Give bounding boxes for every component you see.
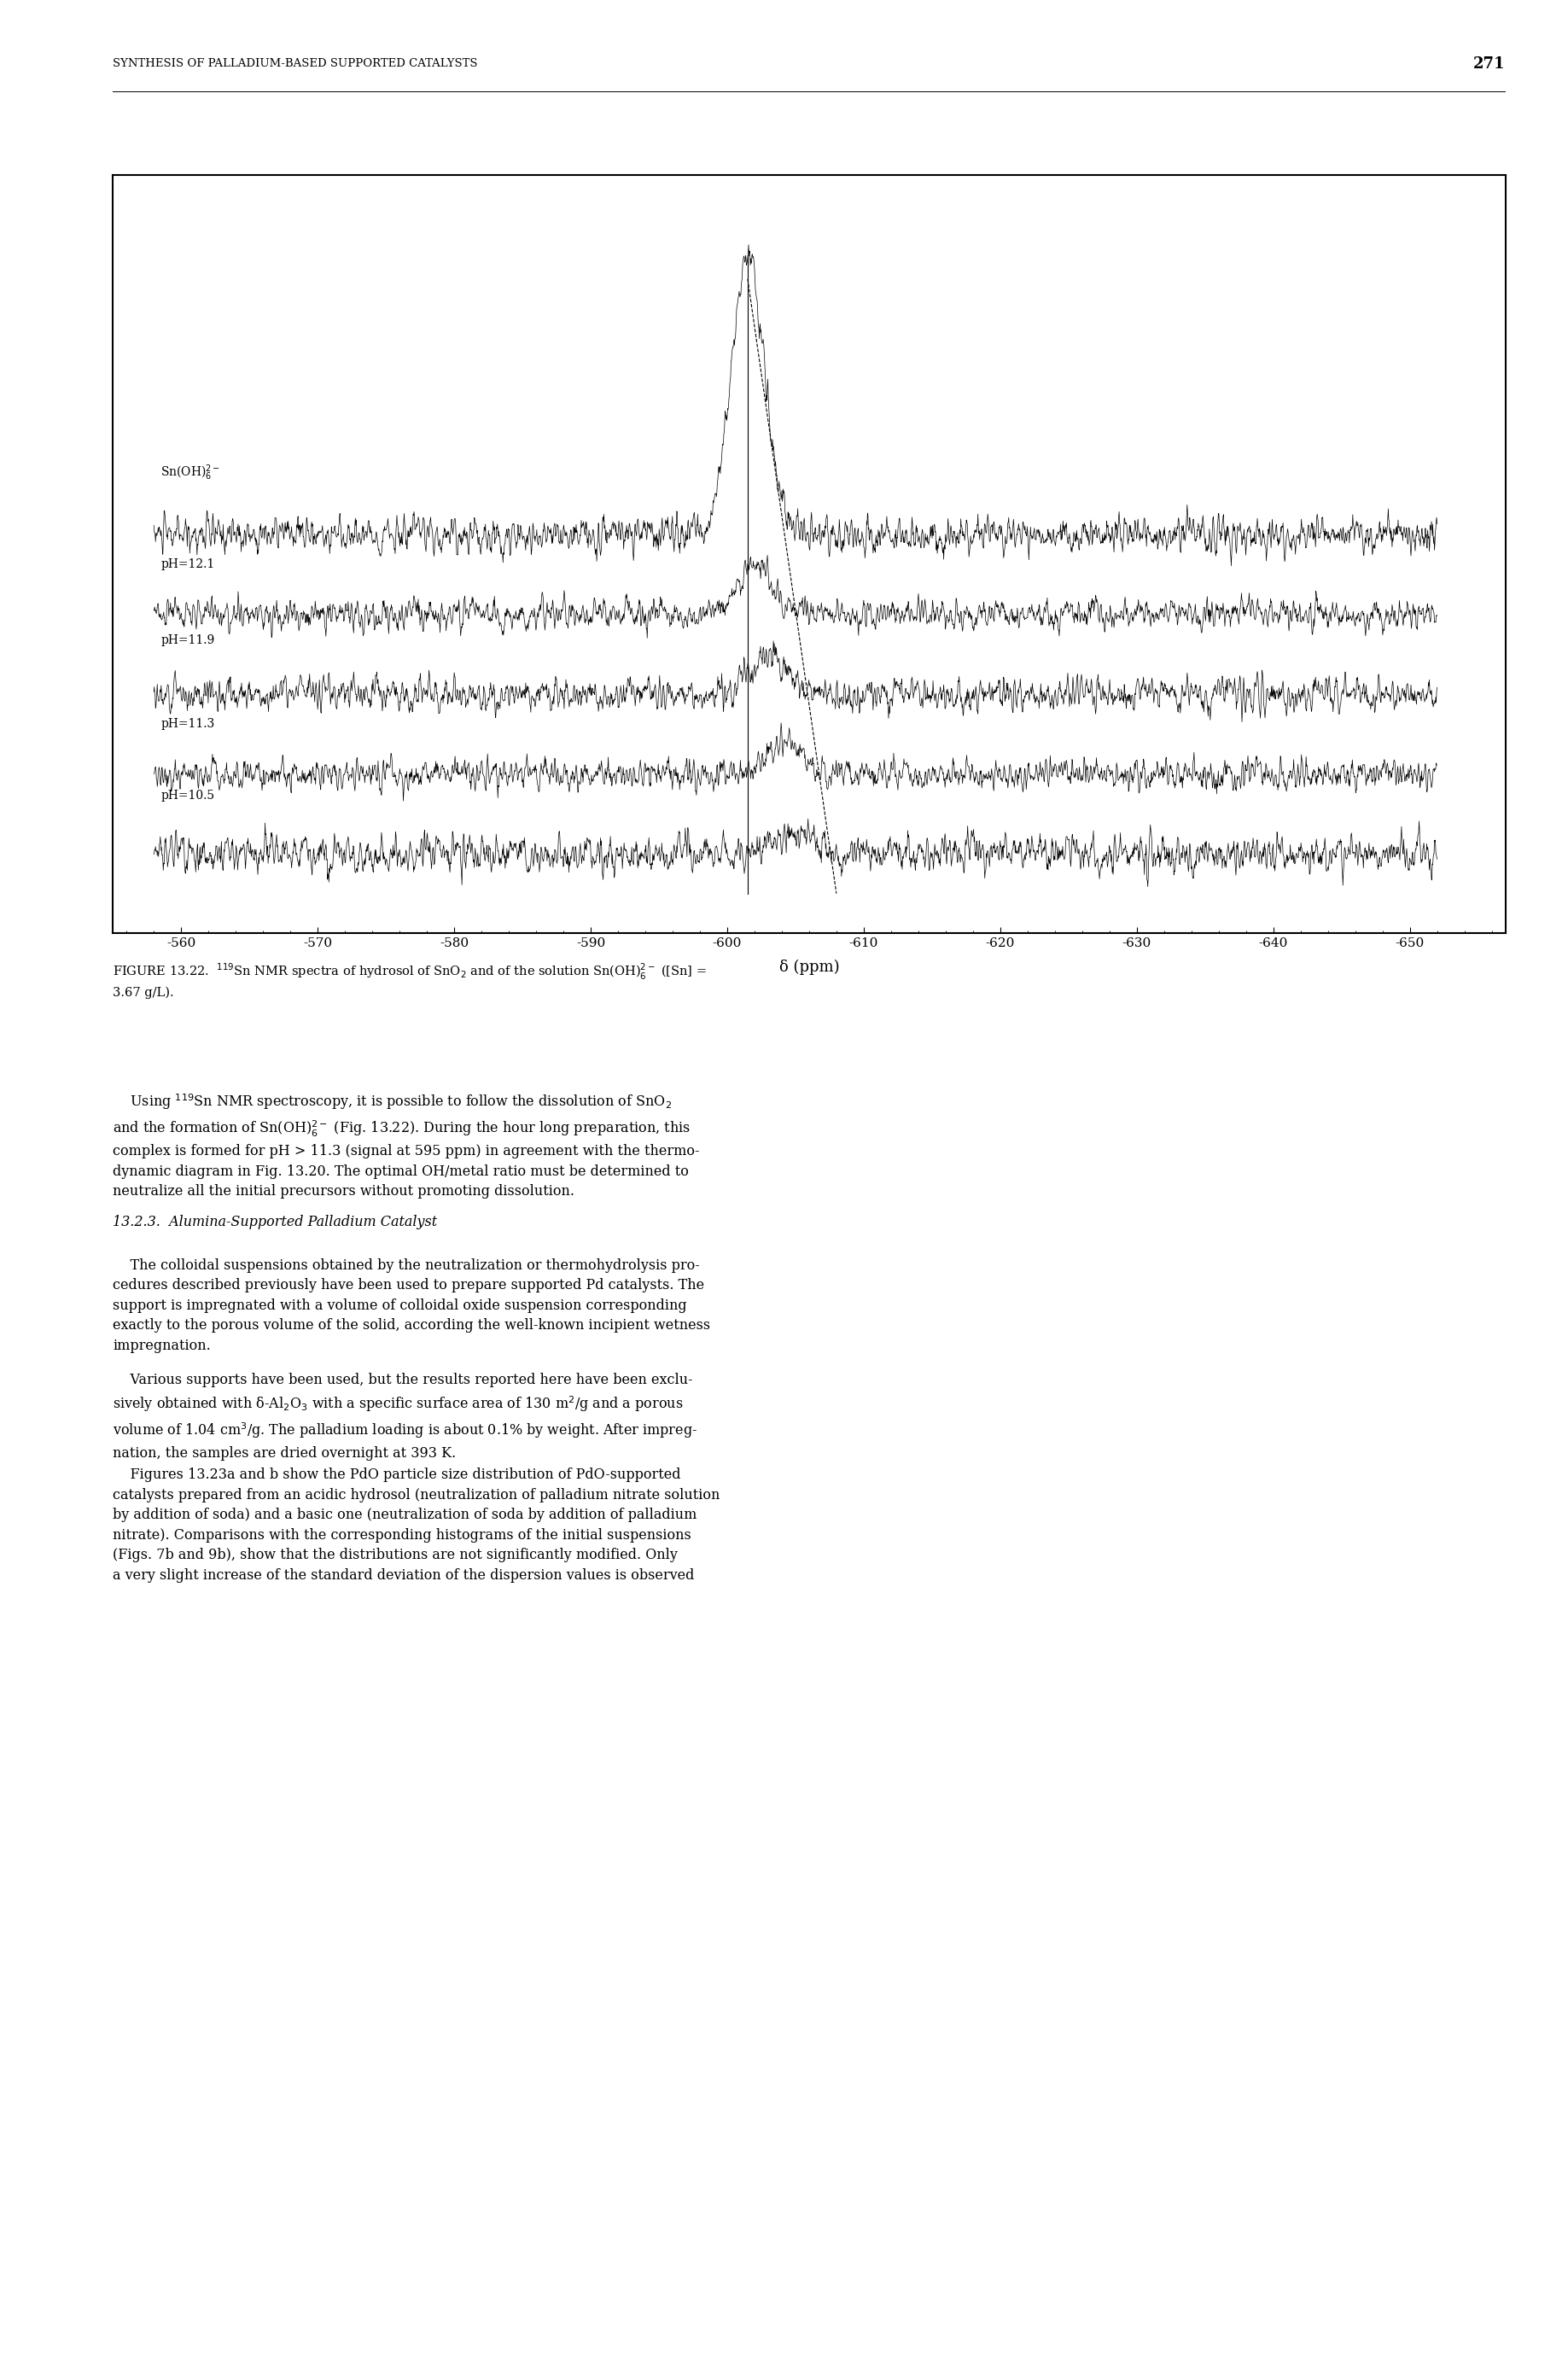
Text: pH=12.1: pH=12.1 [160, 559, 215, 571]
Text: Various supports have been used, but the results reported here have been exclu-
: Various supports have been used, but the… [113, 1374, 698, 1459]
Text: pH=10.5: pH=10.5 [160, 789, 215, 801]
Text: 271: 271 [1474, 57, 1505, 71]
Text: SYNTHESIS OF PALLADIUM-BASED SUPPORTED CATALYSTS: SYNTHESIS OF PALLADIUM-BASED SUPPORTED C… [113, 59, 478, 69]
X-axis label: δ (ppm): δ (ppm) [779, 959, 839, 974]
Text: FIGURE 13.22.  $^{119}$Sn NMR spectra of hydrosol of SnO$_2$ and of the solution: FIGURE 13.22. $^{119}$Sn NMR spectra of … [113, 962, 707, 1000]
Text: 13.2.3.  Alumina-Supported Palladium Catalyst: 13.2.3. Alumina-Supported Palladium Cata… [113, 1215, 437, 1230]
Text: pH=11.9: pH=11.9 [160, 635, 215, 647]
Text: Sn(OH)$_6^{2-}$: Sn(OH)$_6^{2-}$ [160, 464, 221, 483]
Text: The colloidal suspensions obtained by the neutralization or thermohydrolysis pro: The colloidal suspensions obtained by th… [113, 1258, 710, 1353]
Text: Figures 13.23a and b show the PdO particle size distribution of PdO-supported
ca: Figures 13.23a and b show the PdO partic… [113, 1469, 720, 1582]
Text: Using $^{119}$Sn NMR spectroscopy, it is possible to follow the dissolution of S: Using $^{119}$Sn NMR spectroscopy, it is… [113, 1092, 699, 1199]
Text: pH=11.3: pH=11.3 [160, 718, 215, 730]
